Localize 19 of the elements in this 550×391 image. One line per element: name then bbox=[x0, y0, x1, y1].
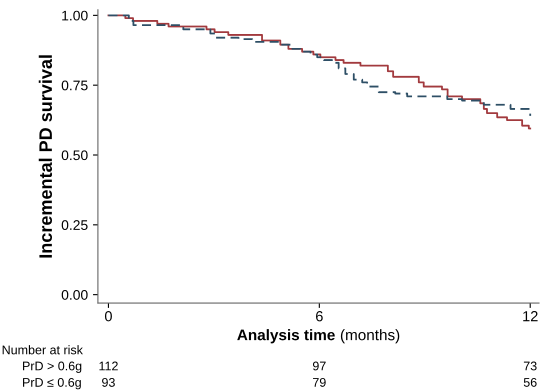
y-tick-label: 0.50 bbox=[62, 150, 88, 160]
y-tick-label: 0.00 bbox=[62, 290, 88, 300]
text: 97 bbox=[312, 362, 326, 370]
y-tick-label: 1.00 bbox=[62, 10, 88, 21]
y-axis-title: Incremental PD survival bbox=[38, 55, 52, 258]
text: 93 bbox=[102, 378, 115, 387]
x-axis-title: Analysis time (months) bbox=[237, 329, 400, 344]
y-tick-label: 0.75 bbox=[62, 80, 88, 90]
text: PrD ≤ 0.6g bbox=[23, 378, 81, 390]
text: 56 bbox=[524, 378, 537, 387]
text: PrD > 0.6g bbox=[23, 362, 82, 373]
y-tick-label: 0.25 bbox=[62, 220, 88, 230]
x-tick-label: 6 bbox=[316, 311, 323, 322]
x-tick-label: 12 bbox=[523, 311, 538, 322]
text: 112 bbox=[99, 362, 118, 370]
x-tick-label: 0 bbox=[104, 311, 112, 322]
text: 73 bbox=[524, 362, 537, 370]
text: 79 bbox=[313, 378, 326, 387]
text: Number at risk bbox=[2, 345, 83, 354]
